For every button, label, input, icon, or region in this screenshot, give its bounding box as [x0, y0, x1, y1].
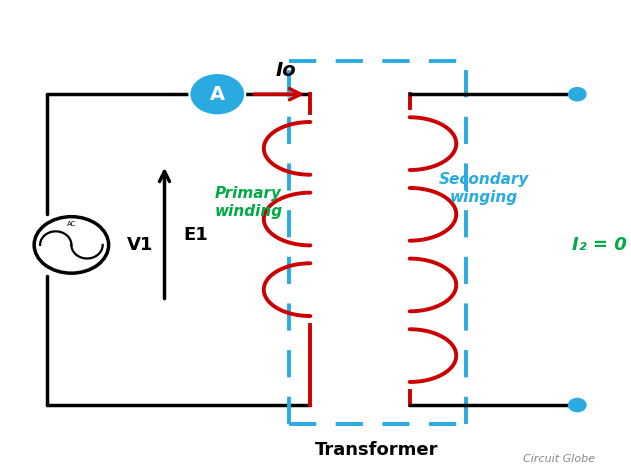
Text: AC: AC — [67, 221, 76, 227]
Text: Primary
winding: Primary winding — [215, 187, 282, 219]
Text: Io: Io — [275, 61, 296, 80]
Text: I₂ = 0: I₂ = 0 — [572, 236, 627, 254]
Text: Transformer: Transformer — [316, 441, 439, 459]
Circle shape — [569, 398, 586, 412]
Text: E1: E1 — [183, 227, 208, 244]
Text: V1: V1 — [127, 236, 153, 254]
Text: Secondary
winging: Secondary winging — [439, 172, 529, 204]
Circle shape — [189, 73, 245, 115]
Text: Circuit Globe: Circuit Globe — [522, 454, 595, 464]
Circle shape — [569, 88, 586, 101]
Text: A: A — [209, 85, 225, 104]
